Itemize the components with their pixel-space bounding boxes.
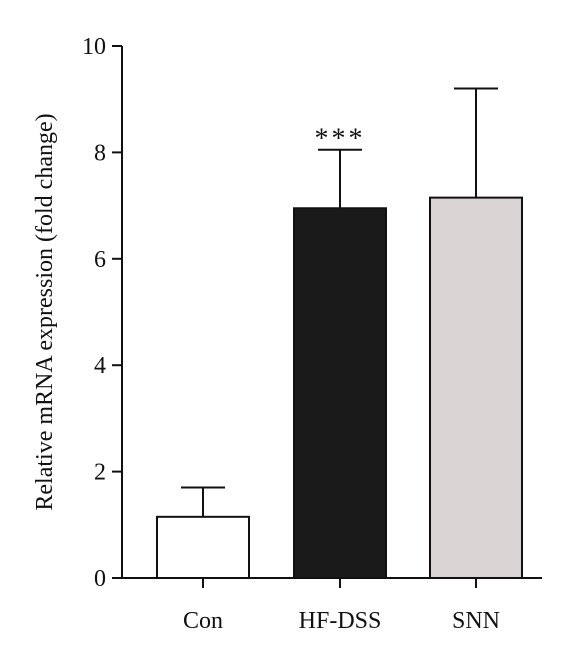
y-tick-label: 10: [82, 34, 106, 60]
bar-con: [156, 515, 250, 580]
significance-label: ***: [315, 124, 366, 155]
y-tick-label: 0: [94, 566, 106, 592]
bars: [156, 196, 523, 580]
x-tick-label: Con: [183, 608, 223, 634]
y-axis: 0 2 4 6 8 10: [82, 34, 123, 592]
annotations: ***: [315, 124, 366, 155]
y-axis-title: Relative mRNA expression (fold change): [32, 113, 58, 510]
y-tick-label: 6: [94, 247, 106, 273]
error-bars: [181, 87, 498, 517]
y-tick-label: 8: [94, 140, 106, 166]
x-tick-label: HF-DSS: [299, 608, 382, 634]
y-tick-label: 4: [94, 353, 106, 379]
x-tick-label: SNN: [452, 608, 500, 634]
bar-hf-dss: [293, 207, 387, 579]
x-axis: Con HF-DSS SNN: [122, 577, 542, 634]
y-tick-label: 2: [94, 460, 106, 486]
bar-snn: [429, 196, 523, 579]
